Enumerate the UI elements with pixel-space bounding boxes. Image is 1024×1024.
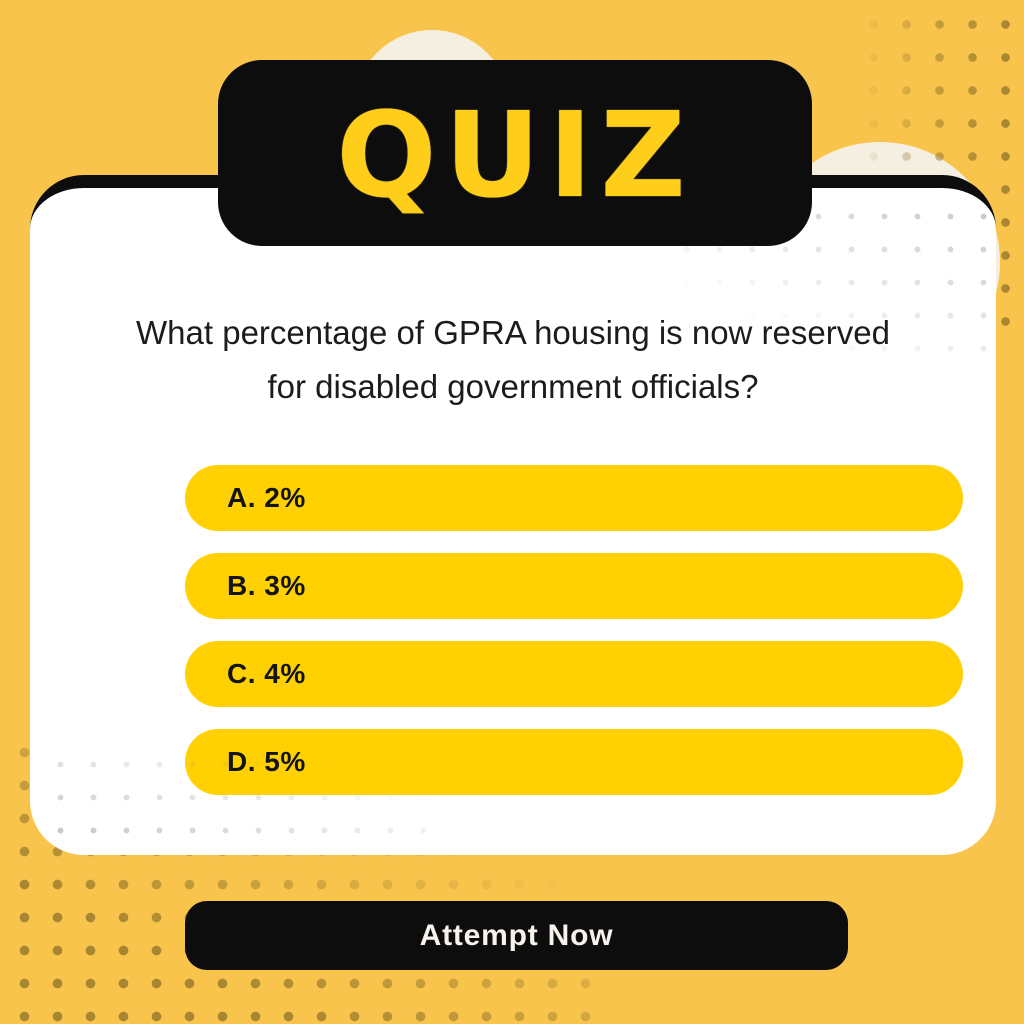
option-c-label: C. 4%: [227, 658, 306, 689]
attempt-now-button[interactable]: Attempt Now: [185, 901, 848, 970]
option-a-label: A. 2%: [227, 482, 306, 513]
option-d-label: D. 5%: [227, 746, 306, 777]
quiz-title-badge: QUIZ: [218, 60, 812, 246]
quiz-title-text: QUIZ: [336, 86, 694, 224]
attempt-now-label: Attempt Now: [419, 918, 614, 952]
question-line-2: for disabled government officials?: [267, 368, 759, 406]
quiz-card: What percentage of GPRA housing is now r…: [30, 175, 996, 855]
option-c[interactable]: C. 4%: [185, 641, 963, 707]
option-a[interactable]: A. 2%: [185, 465, 963, 531]
option-d[interactable]: D. 5%: [185, 729, 963, 795]
options-list: A. 2% B. 3% C. 4% D. 5%: [185, 465, 963, 795]
question-line-1: What percentage of GPRA housing is now r…: [136, 314, 890, 351]
option-b-label: B. 3%: [227, 570, 306, 601]
question-text: What percentage of GPRA housing is now r…: [30, 306, 996, 414]
option-b[interactable]: B. 3%: [185, 553, 963, 619]
